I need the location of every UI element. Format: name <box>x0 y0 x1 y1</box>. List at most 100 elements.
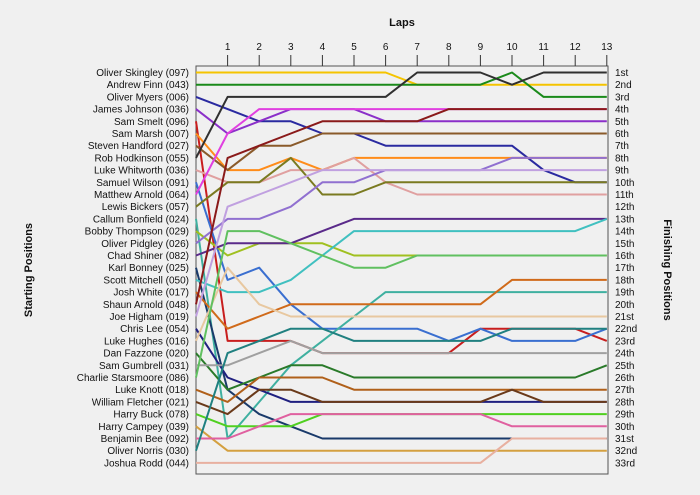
starting-position-label: Bobby Thompson (029) <box>85 227 189 238</box>
series-line <box>195 425 607 452</box>
starting-position-label: William Fletcher (021) <box>92 397 189 408</box>
lap-tick-label: 6 <box>383 42 389 53</box>
series-line <box>195 217 607 257</box>
lap-tick-label: 8 <box>446 42 452 53</box>
series-line <box>195 230 607 378</box>
finishing-position-label: 1st <box>615 68 629 79</box>
finishing-position-label: 23rd <box>615 336 635 347</box>
finishing-position-label: 31st <box>615 434 634 445</box>
starting-position-label: Oliver Norris (030) <box>107 446 189 457</box>
right-axis-label: Finishing Positions <box>661 219 673 320</box>
finishing-position-label: 11th <box>615 190 634 201</box>
lap-tick-label: 1 <box>225 42 231 53</box>
finishing-position-label: 8th <box>615 153 629 164</box>
starting-position-label: Chris Lee (054) <box>120 324 189 335</box>
finishing-position-label: 6th <box>615 129 629 140</box>
starting-position-label: Andrew Finn (043) <box>107 80 189 91</box>
starting-position-label: Chad Shiner (082) <box>107 251 189 262</box>
finishing-position-label: 18th <box>615 275 634 286</box>
series-line <box>195 71 607 159</box>
finishing-position-label: 26th <box>615 373 634 384</box>
starting-position-label: Shaun Arnold (048) <box>103 300 189 311</box>
finishing-position-label: 9th <box>615 166 629 177</box>
series-line <box>195 376 607 403</box>
series-group <box>195 71 608 464</box>
finishing-position-label: 7th <box>615 141 629 152</box>
series-line <box>195 217 608 294</box>
finishing-position-label: 12th <box>615 202 634 213</box>
finishing-position-label: 30th <box>615 422 634 433</box>
starting-position-label: Matthew Arnold (064) <box>94 190 189 201</box>
finishing-position-label: 4th <box>615 105 629 116</box>
starting-position-label: Oliver Skingley (097) <box>96 68 189 79</box>
starting-position-label: Oliver Pidgley (026) <box>101 239 189 250</box>
starting-position-label: Luke Knott (018) <box>115 385 189 396</box>
finishing-position-label: 33rd <box>615 458 635 469</box>
starting-position-label: Steven Handford (027) <box>88 141 189 152</box>
starting-position-label: Karl Bonney (025) <box>108 263 189 274</box>
left-axis-label: Starting Positions <box>23 223 35 317</box>
series-line <box>195 278 607 330</box>
starting-position-label: Benjamin Bee (092) <box>101 434 189 445</box>
series-line <box>195 108 607 305</box>
starting-position-label: Lewis Bickers (057) <box>102 202 189 213</box>
starting-position-label: Callum Bonfield (024) <box>93 214 189 225</box>
series-line <box>195 388 607 416</box>
starting-position-label: Sam Smelt (096) <box>114 117 189 128</box>
finishing-position-label: 10th <box>615 178 634 189</box>
starting-position-label: Harry Buck (078) <box>113 410 189 421</box>
lap-tick-label: 3 <box>288 42 294 53</box>
finishing-position-label: 32nd <box>615 446 637 457</box>
starting-position-label: Scott Mitchell (050) <box>103 275 189 286</box>
series-line <box>196 437 607 464</box>
lap-tick-label: 13 <box>601 42 613 53</box>
starting-position-label: Sam Marsh (007) <box>112 129 189 140</box>
series-line <box>195 352 608 391</box>
finishing-position-label: 14th <box>615 227 634 238</box>
finishing-position-label: 20th <box>615 300 634 311</box>
series-line <box>195 132 607 172</box>
starting-position-label: James Johnson (036) <box>93 105 189 116</box>
starting-position-label: Joe Higham (019) <box>110 312 189 323</box>
lap-tick-label: 10 <box>506 42 518 53</box>
series-line <box>196 339 607 367</box>
starting-position-label: Dan Fazzone (020) <box>103 349 189 360</box>
finishing-position-label: 22nd <box>615 324 637 335</box>
driver-labels: Oliver Skingley (097)Andrew Finn (043)Ol… <box>77 68 189 469</box>
finishing-position-label: 13th <box>615 214 634 225</box>
lap-ticks: 1 2 3 4 5 6 7 8 9 10 11 12 13 <box>225 42 613 66</box>
series-line <box>195 327 607 452</box>
starting-position-label: Josh White (017) <box>113 288 189 299</box>
starting-position-label: Harry Campey (039) <box>98 422 189 433</box>
finishing-position-label: 3rd <box>615 92 629 103</box>
finishing-position-label: 25th <box>615 361 634 372</box>
finishing-position-label: 17th <box>615 263 634 274</box>
top-axis-label: Laps <box>389 17 415 29</box>
series-line <box>195 156 607 196</box>
series-line <box>195 218 607 440</box>
finishing-position-label: 5th <box>615 117 629 128</box>
series-line <box>195 181 608 342</box>
lap-tick-label: 7 <box>414 42 420 53</box>
lap-tick-label: 9 <box>478 42 484 53</box>
finishing-position-label: 15th <box>615 239 634 250</box>
starting-position-label: Luke Whitworth (036) <box>94 166 189 177</box>
lap-tick-label: 5 <box>351 42 357 53</box>
starting-position-label: Oliver Myers (006) <box>107 92 189 103</box>
starting-position-label: Samuel Wilson (091) <box>96 178 189 189</box>
finishing-position-label: 19th <box>615 288 634 299</box>
starting-position-label: Joshua Rodd (044) <box>104 458 189 469</box>
finishing-position-label: 2nd <box>615 80 632 91</box>
starting-position-label: Charlie Starsmoore (086) <box>77 373 189 384</box>
lap-tick-label: 11 <box>538 42 549 53</box>
series-line <box>195 169 607 317</box>
series-line <box>195 156 607 208</box>
lap-tick-label: 4 <box>320 42 326 53</box>
series-line <box>196 413 607 440</box>
series-line <box>195 95 607 184</box>
finishing-position-label: 29th <box>615 410 634 421</box>
lap-tick-label: 12 <box>570 42 582 53</box>
finish-labels: 1st2nd3rd4th5th6th7th8th9th10th11th12th1… <box>615 68 637 469</box>
